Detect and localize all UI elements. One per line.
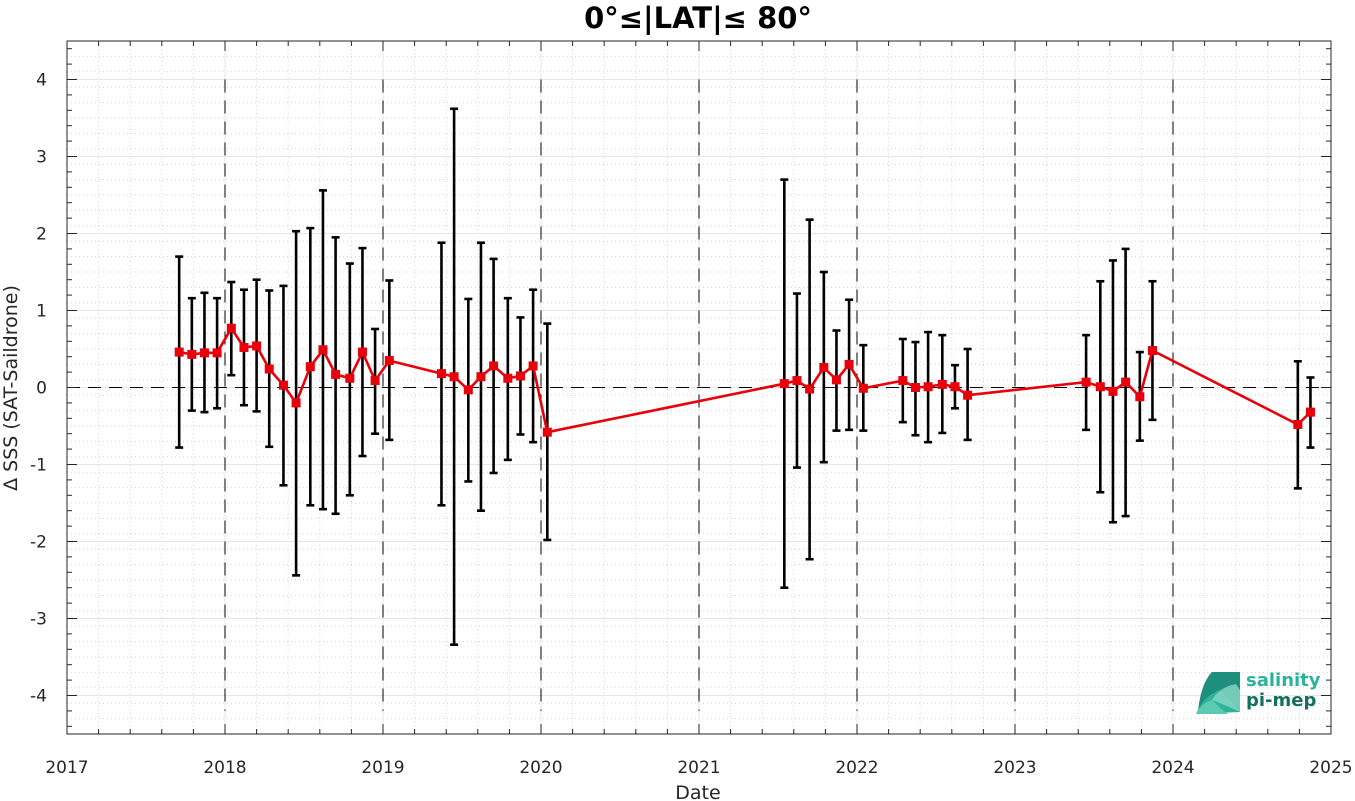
y-tick-label: -3 (30, 610, 47, 630)
data-point (937, 379, 947, 389)
data-point (1121, 377, 1131, 387)
x-tick-label: 2025 (1309, 758, 1352, 778)
y-tick-label: -4 (30, 687, 47, 707)
series (174, 323, 1315, 437)
data-point (226, 323, 236, 333)
data-point (357, 347, 367, 357)
logo-line1: salinity (1246, 670, 1321, 691)
y-axis-label: Δ SSS (SAT-Saildrone) (0, 285, 22, 491)
data-point (1095, 382, 1105, 392)
data-point (264, 364, 274, 374)
wave-logo-icon (1196, 672, 1240, 714)
data-point (212, 348, 222, 358)
y-tick-label: 4 (36, 71, 47, 91)
data-point (187, 349, 197, 359)
data-point (291, 398, 301, 408)
data-point (503, 373, 513, 383)
x-tick-label: 2021 (677, 758, 720, 778)
data-point (950, 382, 960, 392)
x-tick-label: 2023 (993, 758, 1036, 778)
data-point (923, 382, 933, 392)
data-point (199, 348, 209, 358)
data-point (792, 376, 802, 386)
y-tick-label: 3 (36, 148, 47, 168)
y-tick-label: 0 (36, 379, 47, 399)
data-point (528, 361, 538, 371)
tick-labels: 2017 2018 2019 2020 2021 2022 2023 2024 2025 4 3 2 1… (30, 71, 1353, 779)
data-point (345, 373, 355, 383)
data-point (542, 427, 552, 437)
year-markers (224, 79, 1174, 711)
data-point (331, 369, 341, 379)
x-tick-label: 2018 (203, 758, 246, 778)
x-tick-label: 2019 (361, 758, 404, 778)
data-point (1108, 386, 1118, 396)
data-point (489, 361, 499, 371)
x-axis-label: Date (675, 782, 720, 801)
logo-line2: pi-mep (1246, 690, 1316, 711)
data-point (318, 345, 328, 355)
data-point (805, 384, 815, 394)
data-point (239, 342, 249, 352)
data-point (1305, 407, 1315, 417)
data-point (910, 383, 920, 392)
y-tick-label: -2 (30, 533, 47, 553)
axes (66, 40, 1332, 735)
y-tick-label: 1 (36, 302, 47, 322)
data-point (463, 385, 473, 395)
data-point (252, 341, 262, 351)
data-point (963, 390, 973, 400)
x-tick-label: 2024 (1151, 758, 1194, 778)
data-point (436, 369, 446, 379)
data-point (384, 356, 394, 366)
data-point (476, 372, 486, 382)
data-point (831, 375, 841, 385)
data-point (278, 380, 288, 390)
data-point (1081, 377, 1091, 387)
y-tick-label: 2 (36, 225, 47, 245)
salinity-pimep-logo: salinity pi-mep (1196, 670, 1321, 714)
x-tick-label: 2022 (835, 758, 878, 778)
data-point (515, 371, 525, 381)
data-point (1147, 346, 1157, 356)
data-point (1135, 392, 1145, 402)
data-point (844, 359, 854, 369)
data-point (449, 372, 459, 382)
y-tick-label: -1 (30, 456, 47, 476)
data-point (819, 362, 829, 372)
x-tick-label: 2020 (519, 758, 562, 778)
data-point (1293, 419, 1303, 429)
data-point (779, 379, 789, 389)
data-point (174, 347, 184, 357)
data-point (305, 362, 315, 372)
x-tick-label: 2017 (45, 758, 88, 778)
chart-title: 0°≤|LAT|≤ 80° (584, 1, 812, 35)
data-point (858, 383, 868, 393)
data-point (898, 376, 908, 386)
data-point (370, 376, 380, 386)
